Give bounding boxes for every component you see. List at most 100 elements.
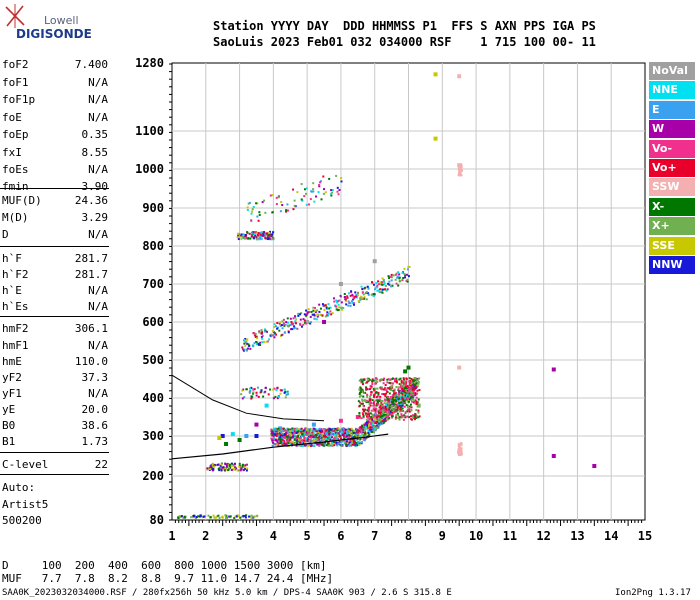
- echo-cluster-dot: [367, 407, 370, 410]
- echo-cluster-dot: [250, 397, 253, 400]
- echo-cluster-dot: [358, 443, 361, 446]
- echo-cluster-dot: [352, 295, 355, 298]
- echo-cluster-dot: [337, 434, 340, 437]
- echo-cluster-dot: [304, 437, 307, 440]
- echo-cluster-dot: [206, 468, 209, 471]
- echo-cluster-dot: [363, 424, 366, 427]
- echo-cluster-dot: [286, 317, 289, 320]
- echo-cluster-dot: [240, 233, 243, 236]
- echo-cluster-dot: [362, 410, 365, 413]
- echo-cluster-dot: [347, 431, 350, 434]
- echo-cluster-dot: [417, 416, 420, 419]
- echo-cluster-dot: [356, 438, 359, 441]
- echo-cluster-dot: [305, 192, 308, 195]
- echo-cluster-dot: [418, 377, 421, 380]
- echo-cluster-dot: [376, 424, 379, 427]
- echo-cluster-dot: [211, 469, 214, 472]
- echo-cluster-dot: [249, 387, 252, 390]
- echo-cluster-dot: [303, 444, 306, 447]
- echo-cluster-dot: [271, 211, 274, 214]
- echo-cluster-dot: [341, 440, 344, 443]
- echo-cluster-dot: [358, 413, 361, 416]
- echo-cluster-dot: [271, 444, 274, 447]
- echo-cluster-dot: [412, 394, 415, 397]
- echo-cluster-dot: [370, 426, 373, 429]
- echo-cluster-dot: [400, 404, 403, 407]
- echo-cluster-dot: [384, 384, 387, 387]
- echo-cluster-dot: [377, 418, 380, 421]
- echo-cluster-dot: [325, 444, 328, 447]
- echo-cluster-dot: [390, 285, 393, 288]
- echo-cluster-dot: [243, 466, 246, 469]
- echo-cluster-dot: [403, 391, 406, 394]
- echo-cluster-dot: [400, 415, 403, 418]
- echo-cluster-dot: [397, 396, 400, 399]
- echo-cluster-dot: [460, 168, 463, 171]
- echo-cluster-dot: [322, 192, 325, 195]
- echo-cluster-dot: [247, 343, 250, 346]
- echo-cluster-dot: [416, 392, 419, 395]
- echo-cluster-dot: [272, 334, 275, 337]
- echo-cluster-dot: [329, 310, 332, 313]
- echo-cluster-dot: [327, 313, 330, 316]
- param-row: D N/A: [2, 226, 108, 243]
- echo-cluster-dot: [353, 303, 356, 306]
- echo-cluster-dot: [243, 348, 246, 351]
- echo-cluster-dot: [298, 444, 301, 447]
- echo-cluster-dot: [332, 433, 335, 436]
- echo-cluster-dot: [322, 433, 325, 436]
- echo-cluster-dot: [261, 201, 264, 204]
- echo-cluster-dot: [391, 415, 394, 418]
- echo-cluster-dot: [375, 396, 378, 399]
- echo-cluster-dot: [360, 296, 363, 299]
- echo-cluster-dot: [366, 285, 369, 288]
- echo-cluster-dot: [406, 410, 409, 413]
- echo-cluster-dot: [356, 429, 359, 432]
- echo-cluster-dot: [392, 409, 395, 412]
- echo-cluster-dot: [261, 331, 264, 334]
- echo-cluster-dot: [372, 426, 375, 429]
- echo-point: [433, 72, 438, 77]
- echo-cluster-dot: [383, 418, 386, 421]
- echo-cluster-dot: [351, 443, 354, 446]
- echo-cluster-dot: [190, 516, 193, 519]
- echo-cluster-dot: [394, 278, 397, 281]
- echo-cluster-dot: [305, 187, 308, 190]
- echo-cluster-dot: [378, 291, 381, 294]
- echo-point: [403, 369, 408, 374]
- echo-cluster-dot: [362, 392, 365, 395]
- legend-item: NNE: [649, 81, 695, 100]
- echo-cluster-dot: [299, 430, 302, 433]
- legend-item: SSE: [649, 236, 695, 255]
- echo-cluster-dot: [289, 430, 292, 433]
- echo-cluster-dot: [384, 386, 387, 389]
- echo-cluster-dot: [401, 387, 404, 390]
- param-row: foEp 0.35: [2, 126, 108, 143]
- echo-cluster-dot: [258, 213, 261, 216]
- echo-cluster-dot: [279, 440, 282, 443]
- echo-cluster-dot: [330, 313, 333, 316]
- echo-cluster-dot: [286, 436, 289, 439]
- echo-cluster-dot: [324, 191, 327, 194]
- echo-cluster-dot: [324, 315, 327, 318]
- header-line2: SaoLuis 2023 Feb01 032 034000 RSF 1 715 …: [213, 35, 596, 49]
- echo-cluster-dot: [271, 330, 274, 333]
- echo-cluster-dot: [300, 183, 303, 186]
- echo-cluster-dot: [364, 437, 367, 440]
- echo-cluster-dot: [285, 393, 288, 396]
- echo-cluster-dot: [398, 391, 401, 394]
- echo-cluster-dot: [402, 415, 405, 418]
- echo-cluster-dot: [376, 286, 379, 289]
- echo-cluster-dot: [411, 381, 414, 384]
- echo-cluster-dot: [258, 238, 261, 241]
- param-name: hmE: [2, 355, 22, 368]
- echo-cluster-dot: [402, 385, 405, 388]
- echo-cluster-dot: [292, 317, 295, 320]
- echo-cluster-dot: [349, 434, 352, 437]
- echo-cluster-dot: [362, 428, 365, 431]
- echo-cluster-dot: [282, 427, 285, 430]
- echo-cluster-dot: [312, 428, 315, 431]
- echo-cluster-dot: [403, 267, 406, 270]
- echo-cluster-dot: [389, 398, 392, 401]
- echo-cluster-dot: [397, 405, 400, 408]
